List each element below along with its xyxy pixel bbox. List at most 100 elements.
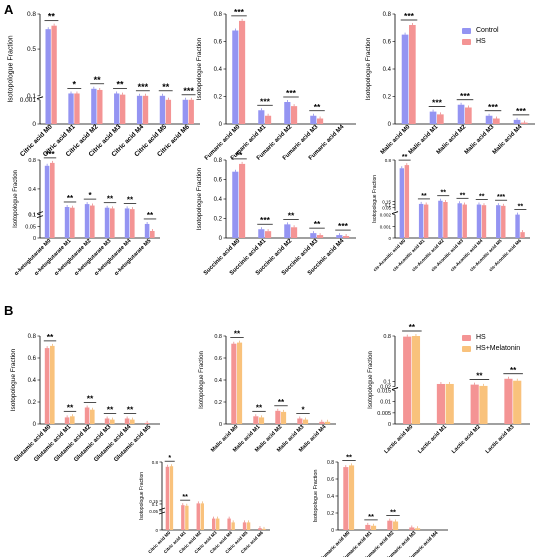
chart-5-bar-a <box>476 204 482 238</box>
chart-4-y-tick-label: 0.4 <box>214 197 223 203</box>
chart-3-sig-label: * <box>88 191 92 200</box>
chart-7-sig-label: * <box>301 406 305 415</box>
chart-8-category-label: Lactic acid M1 <box>417 424 448 455</box>
chart-4-sig-label: ** <box>288 210 295 220</box>
chart-7-bar-b <box>281 411 287 424</box>
chart-7-bar-a <box>231 343 237 424</box>
chart-6-bar-a <box>84 407 90 424</box>
chart-0-bar-b <box>142 95 149 124</box>
legend-entry-hs-melatonin: HS+Melatonin <box>462 343 520 354</box>
chart-5-y-tick-label: 0 <box>388 236 391 241</box>
chart-4-bar-a <box>284 224 291 238</box>
chart-4-sig-label: *** <box>260 215 271 225</box>
chart-2-bar-b <box>465 107 472 124</box>
chart-3-axis-break-mark <box>36 211 44 214</box>
chart-9-y-tick-label: 0.8 <box>152 460 159 465</box>
chart-8-sig-label: ** <box>409 323 416 332</box>
chart-4-bar-b <box>291 227 298 238</box>
chart-9-sig-label: ** <box>182 494 188 501</box>
chart-8-category-label: Lactic acid M0 <box>383 424 414 455</box>
chart-6-category-label: Glutamic acid M1 <box>33 424 73 464</box>
chart-1-bar-b <box>317 118 324 124</box>
chart-4-y-axis-label: Isotopologue Fraction <box>196 167 203 230</box>
chart-10-bar-a <box>343 467 349 530</box>
chart-1-y-tick-label: 0.4 <box>214 67 223 73</box>
chart-8-bar-a <box>403 336 412 424</box>
legend-swatch-hs <box>462 38 471 45</box>
panel-b-letter: B <box>4 303 14 318</box>
chart-6-bar-a <box>44 348 50 424</box>
chart-0-axis-break-mark <box>36 96 44 100</box>
chart-9-bar-b <box>231 522 235 530</box>
chart-10-bar-a <box>387 520 393 530</box>
chart-4-bar-a <box>232 171 239 238</box>
chart-0-bar-a <box>136 95 143 124</box>
chart-6-bar-a <box>64 417 70 424</box>
chart-2-bar-a <box>513 119 521 124</box>
chart-10-y-axis-label: Isotopologue Fraction <box>313 470 319 523</box>
chart-4-y-tick-label: 0 <box>219 236 223 242</box>
chart-7-y-tick-label: 0.4 <box>214 378 222 384</box>
chart-8-category-label: Lactic acid M2 <box>451 424 482 455</box>
chart-6-category-label: Glutamic acid M2 <box>53 424 93 464</box>
chart-5-bar-b <box>520 232 525 238</box>
chart-3-sig-label: ** <box>147 211 154 220</box>
chart-8-y-axis-label: Isotopologue Fraction <box>368 351 374 409</box>
chart-4-y-tick-label: 0.8 <box>214 158 223 164</box>
chart-7-bar-a <box>319 421 325 424</box>
chart-2-bar-a <box>485 115 493 124</box>
chart-3-bar-a <box>144 223 150 238</box>
chart-1-bar-b <box>239 20 246 124</box>
chart-10-sig-label: ** <box>368 512 374 521</box>
chart-0-bar-a <box>45 29 51 124</box>
chart-1-y-tick-label: 0.8 <box>214 12 223 18</box>
chart-3-sig-label: ** <box>107 195 114 204</box>
chart-4-y-tick-label: 0.6 <box>214 178 223 184</box>
chart-10-sig-label: ** <box>390 508 396 517</box>
chart-8-y-tick-label: 0 <box>388 422 391 428</box>
chart-0-sig-label: *** <box>138 82 149 92</box>
chart-4-bar-a <box>336 235 343 238</box>
chart-1-sig-label: *** <box>260 96 271 106</box>
chart-5-bar-b <box>481 205 487 238</box>
chart-2-bar-a <box>457 104 465 124</box>
chart-2-sig-label: *** <box>432 98 443 108</box>
chart-2-y-tick-label: 0.4 <box>383 67 392 73</box>
chart-1-bar-b <box>291 106 298 124</box>
legend-entry-control: Control <box>462 25 499 36</box>
chart-9-bar-b <box>169 466 174 530</box>
chart-1-sig-label: ** <box>314 102 321 112</box>
chart-2-y-tick-label: 0 <box>388 122 392 128</box>
chart-8-bar-b <box>513 380 522 424</box>
chart-5-category-label: cis-Aconitic acid M0 <box>372 238 406 272</box>
chart-9-bar-b <box>216 518 220 530</box>
chart-1-y-tick-label: 0.2 <box>214 95 223 101</box>
chart-9-bar-a <box>227 518 231 530</box>
chart-3-y-tick-label: 0.05 <box>25 224 36 230</box>
chart-6-bar-a <box>124 418 130 424</box>
chart-3-sig-label: *** <box>45 150 55 159</box>
chart-4-sig-label: ** <box>314 219 321 229</box>
chart-2-category-label: Malic acid M4 <box>492 124 524 156</box>
chart-5-bar-b <box>501 205 506 238</box>
chart-5-y-tick-label: 0.8 <box>385 158 392 163</box>
chart-6-sig-label: ** <box>127 405 134 415</box>
chart-9-bar-a <box>258 528 262 530</box>
chart-2-bar-b <box>521 122 528 124</box>
chart-6-y-tick-label: 0.2 <box>28 400 37 406</box>
chart-3-y-tick-label: 0.8 <box>28 158 36 164</box>
chart-7-y-tick-label: 0.8 <box>214 334 222 340</box>
chart-9-bar-a <box>181 505 185 530</box>
chart-6-sig-label: ** <box>107 405 114 415</box>
legend-swatch-hs-b <box>462 334 471 341</box>
chart-0-bar-a <box>182 99 188 124</box>
chart-5-sig-label: ** <box>440 190 446 197</box>
chart-4-bar-a <box>258 229 265 238</box>
chart-8-y-tick-label: 0.01 <box>380 400 391 406</box>
chart-5-bar-b <box>404 165 410 238</box>
chart-7-bar-a <box>275 410 281 424</box>
chart-5-bar-b <box>443 202 448 238</box>
chart-1-bar-a <box>232 30 239 124</box>
chart-8-y-tick-label: 0.005 <box>377 411 391 417</box>
chart-9-axis-break-mark <box>158 507 166 511</box>
